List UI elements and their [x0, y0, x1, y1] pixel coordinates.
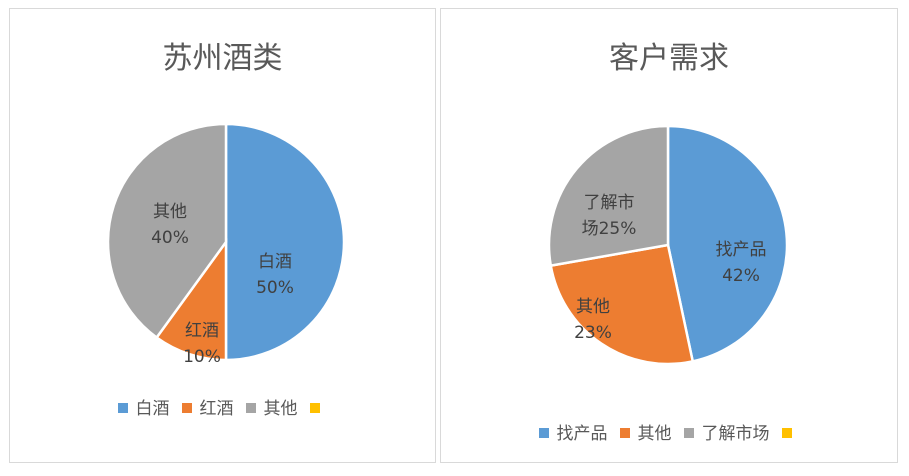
legend-item: 其他	[245, 394, 298, 419]
legend-item	[781, 424, 800, 444]
pie-chart-liquor: 白酒 50% 红酒 10% 其他 40%	[106, 122, 346, 367]
slice-label-value: 50%	[256, 278, 294, 298]
chart-legend: 白酒 红酒 其他	[10, 394, 435, 419]
slice-label-name: 红酒	[185, 321, 219, 341]
pie-slice-2	[549, 243, 695, 366]
legend-label: 红酒	[199, 399, 234, 419]
legend-label: 了解市场	[701, 424, 770, 444]
legend-swatch	[309, 403, 320, 413]
legend-label: 其他	[263, 399, 298, 419]
chart-panel-customer-demand: 客户需求 找产品 42% 其他 23% 了解市 场25% 找产品 其他 了解市场	[440, 8, 898, 463]
chart-panel-liquor: 苏州酒类 白酒 50% 红酒 10% 其他 40% 白酒 红酒 其他	[9, 8, 436, 463]
legend-label: 找产品	[556, 424, 608, 444]
slice-label-value: 42%	[722, 266, 760, 286]
legend-item: 红酒	[181, 394, 234, 419]
legend-item: 找产品	[538, 419, 608, 444]
slice-label-value: 10%	[183, 347, 221, 367]
slice-label-value: 23%	[574, 323, 612, 343]
slice-label-value: 40%	[151, 228, 189, 248]
slice-label-value: 场25%	[582, 219, 637, 239]
pie-slice-3	[547, 124, 670, 268]
slice-label-name: 其他	[576, 297, 610, 317]
legend-item: 了解市场	[683, 419, 770, 444]
legend-item: 其他	[619, 419, 672, 444]
legend-swatch	[117, 403, 128, 413]
legend-swatch	[781, 428, 792, 438]
slice-label-name: 找产品	[716, 240, 767, 260]
chart-title: 客户需求	[609, 41, 729, 76]
pie-slice-1	[224, 122, 346, 362]
slice-label-name: 白酒	[258, 252, 292, 272]
pie-slice-3	[106, 122, 228, 340]
chart-title: 苏州酒类	[162, 41, 283, 76]
legend-swatch	[619, 428, 630, 438]
slice-label-name: 了解市	[584, 193, 635, 213]
pie-slice-1	[666, 124, 789, 363]
legend-swatch	[245, 403, 256, 413]
legend-swatch	[181, 403, 192, 413]
legend-label: 白酒	[135, 399, 170, 419]
pie-slice-2	[154, 238, 228, 362]
legend-item	[309, 399, 328, 419]
legend-label: 其他	[637, 424, 672, 444]
legend-item: 白酒	[117, 394, 170, 419]
legend-swatch	[538, 428, 549, 438]
legend-swatch	[683, 428, 694, 438]
chart-legend: 找产品 其他 了解市场	[441, 419, 897, 444]
slice-label-name: 其他	[153, 202, 187, 222]
